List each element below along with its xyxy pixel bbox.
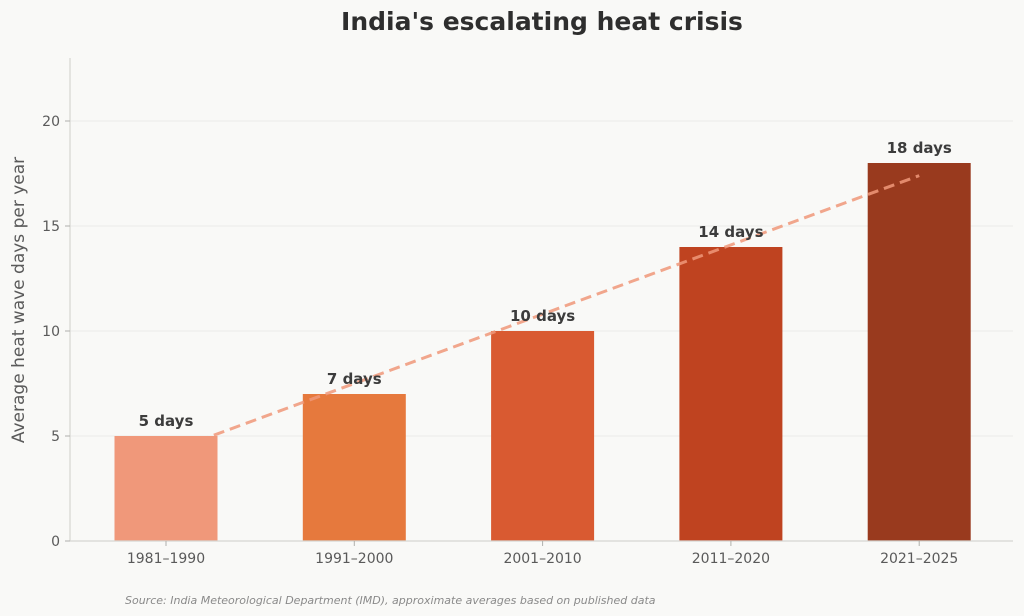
x-tick-label-0: 1981–1990 <box>127 551 205 567</box>
data-label-1: 7 days <box>327 370 382 388</box>
y-axis-label: Average heat wave days per year <box>9 157 29 443</box>
source-note: Source: India Meteorological Department … <box>125 594 656 607</box>
x-tick-label-4: 2021–2025 <box>880 551 958 567</box>
axes <box>69 58 1013 542</box>
x-tick-label-2: 2001–2010 <box>503 551 581 567</box>
y-tick-label-20: 20 <box>42 114 60 130</box>
y-tick-label-5: 5 <box>51 429 60 445</box>
bar-0 <box>114 436 218 541</box>
bars <box>114 163 971 541</box>
y-ticks: 0 5 10 15 20 <box>42 114 70 550</box>
x-tick-label-1: 1991–2000 <box>315 551 393 567</box>
y-tick-label-15: 15 <box>42 219 60 235</box>
x-ticks: 1981–1990 1991–2000 2001–2010 2011–2020 2021… <box>127 541 958 567</box>
data-label-0: 5 days <box>139 412 194 430</box>
data-label-3: 14 days <box>698 223 763 241</box>
trend-line <box>165 174 920 455</box>
bar-1 <box>302 394 406 541</box>
trend-line-group <box>165 174 920 455</box>
y-tick-label-10: 10 <box>42 324 60 340</box>
data-label-4: 18 days <box>887 139 952 157</box>
bar-3 <box>679 247 783 541</box>
y-tick-label-0: 0 <box>51 534 60 550</box>
data-labels: 5 days 7 days 10 days 14 days 18 days <box>139 139 952 430</box>
bar-4 <box>867 163 971 541</box>
x-tick-label-3: 2011–2020 <box>692 551 770 567</box>
data-label-2: 10 days <box>510 307 575 325</box>
bar-2 <box>491 331 595 541</box>
chart-title: India's escalating heat crisis <box>341 7 743 36</box>
